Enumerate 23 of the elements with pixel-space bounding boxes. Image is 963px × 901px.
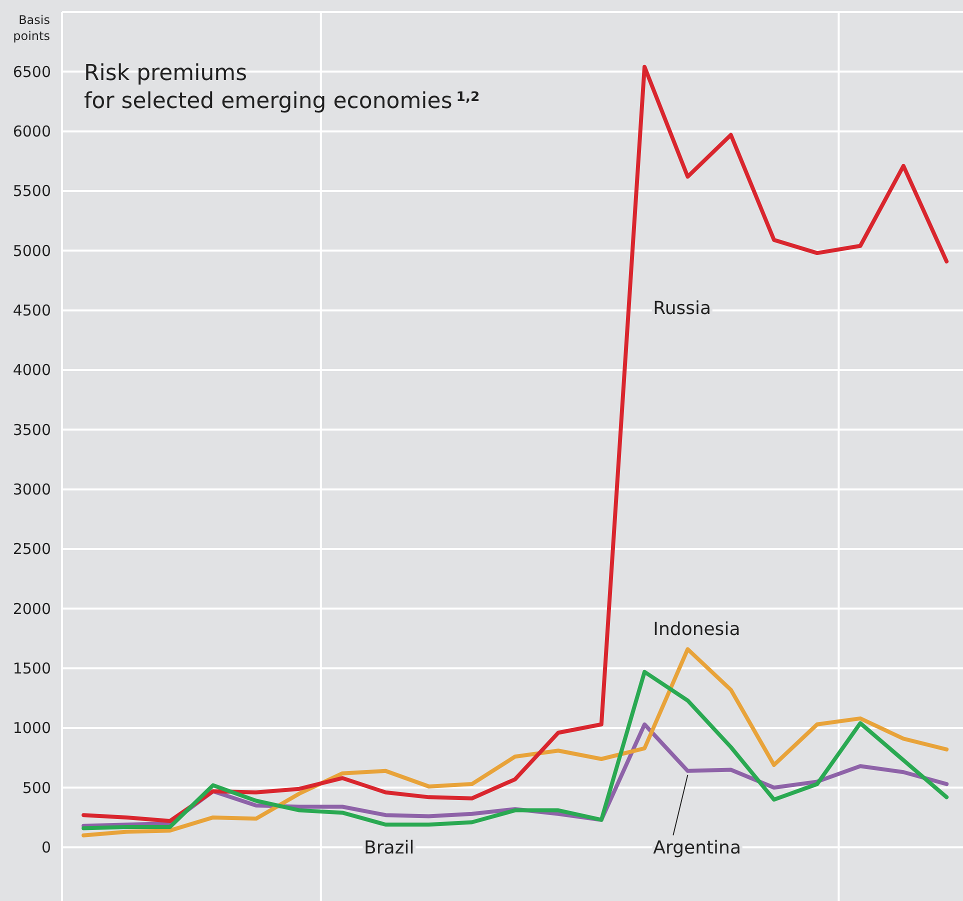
y-axis-title: Basis points bbox=[13, 13, 50, 43]
line-series bbox=[82, 647, 949, 838]
y-tick-label: 500 bbox=[22, 778, 51, 797]
series-label: Indonesia bbox=[653, 619, 740, 640]
y-tick-label: 4000 bbox=[12, 361, 51, 380]
series-label: Brazil bbox=[364, 838, 414, 859]
y-tick-label: 0 bbox=[41, 838, 51, 857]
y-tick-label: 1000 bbox=[12, 719, 51, 738]
y-tick-label: 6500 bbox=[12, 62, 51, 81]
y-tick-label: 3000 bbox=[12, 480, 51, 499]
y-tick-label: 6000 bbox=[12, 122, 51, 141]
y-tick-label: 3500 bbox=[12, 420, 51, 439]
y-tick-label: 4500 bbox=[12, 302, 51, 320]
line-series bbox=[82, 670, 949, 830]
y-tick-label: 5500 bbox=[12, 182, 51, 200]
y-tick-label: 2500 bbox=[12, 540, 51, 558]
text: Argentina bbox=[653, 838, 741, 859]
line-series bbox=[82, 64, 949, 824]
y-tick-label: 1500 bbox=[12, 660, 51, 678]
series-label: Russia bbox=[653, 298, 712, 320]
y-tick-label: 5000 bbox=[12, 242, 51, 260]
text: Risk premiums for selected emerging economies$^{1,2}$ bbox=[84, 61, 480, 114]
y-tick-label: 2000 bbox=[12, 600, 51, 618]
